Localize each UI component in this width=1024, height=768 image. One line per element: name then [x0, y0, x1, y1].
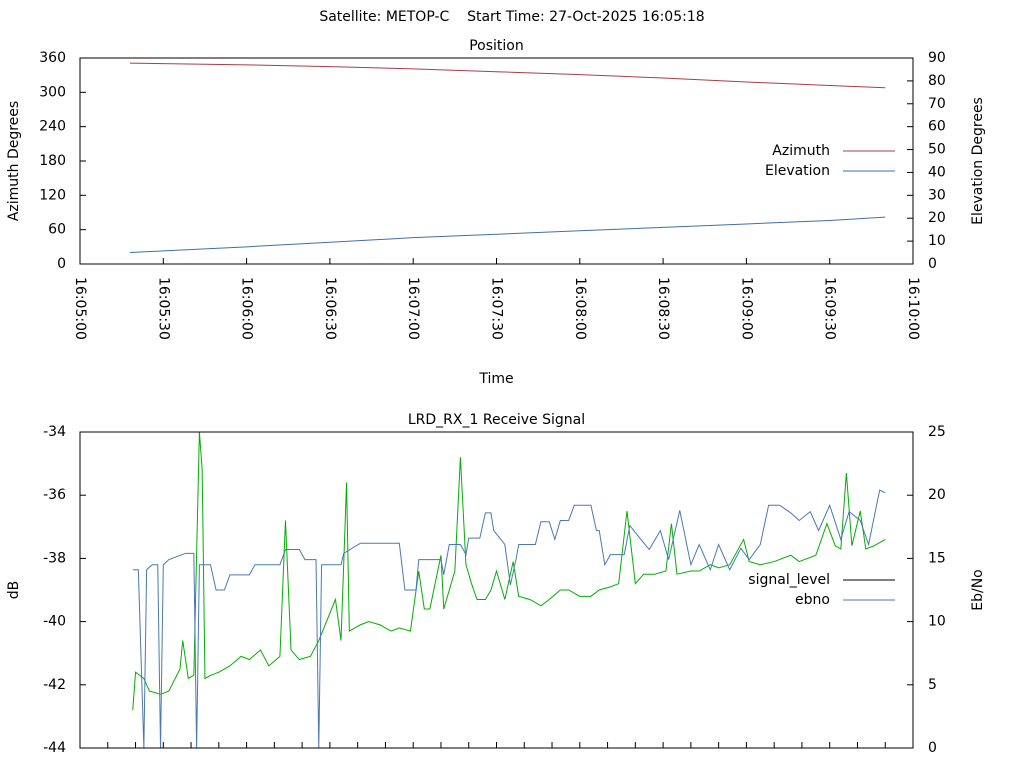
y-tick-label: -34 [43, 424, 66, 440]
y-tick-label: 0 [57, 256, 66, 272]
legend-label: signal_level [748, 572, 830, 588]
legend-label: ebno [795, 592, 830, 608]
y-tick-label: 240 [39, 119, 66, 135]
y2-axis-label: Elevation Degrees [970, 97, 986, 225]
y2-tick-label: 10 [928, 614, 946, 630]
x-tick-label: 16:10:00 [905, 277, 921, 340]
x-tick-label: 16:05:00 [72, 277, 88, 340]
y-axis-label: Azimuth Degrees [6, 101, 22, 221]
series-line [132, 489, 886, 749]
y-tick-label: 300 [39, 84, 66, 100]
subplot-title: Position [469, 38, 524, 54]
y2-tick-label: 70 [928, 96, 946, 112]
y-tick-label: -40 [43, 614, 66, 630]
x-tick-label: 16:09:30 [822, 277, 838, 340]
x-tick-label: 16:08:30 [655, 277, 671, 340]
y2-tick-label: 15 [928, 550, 946, 566]
subplot-title: LRD_RX_1 Receive Signal [408, 412, 585, 428]
x-axis-label: Time [478, 371, 513, 387]
x-tick-label: 16:06:00 [239, 277, 255, 340]
legend-label: Elevation [765, 163, 830, 179]
y2-tick-label: 0 [928, 740, 937, 756]
y2-tick-label: 5 [928, 677, 937, 693]
legend-label: Azimuth [772, 143, 830, 159]
y-tick-label: 120 [39, 187, 66, 203]
series-line [132, 431, 886, 711]
y2-tick-label: 20 [928, 210, 946, 226]
y-tick-label: 360 [39, 50, 66, 66]
y2-tick-label: 50 [928, 142, 946, 158]
y-tick-label: 180 [39, 153, 66, 169]
y2-tick-label: 10 [928, 233, 946, 249]
page-title: Satellite: METOP-C Start Time: 27-Oct-20… [319, 9, 704, 25]
x-tick-label: 16:07:30 [489, 277, 505, 340]
series-line [129, 216, 886, 254]
y2-axis-label: Eb/No [970, 569, 986, 611]
y2-tick-label: 30 [928, 187, 946, 203]
y-tick-label: -36 [43, 487, 66, 503]
y2-tick-label: 60 [928, 119, 946, 135]
y2-tick-label: 90 [928, 50, 946, 66]
y2-tick-label: 20 [928, 487, 946, 503]
y-tick-label: -44 [43, 740, 66, 756]
x-tick-label: 16:05:30 [155, 277, 171, 340]
y2-tick-label: 0 [928, 256, 937, 272]
y-tick-label: 60 [48, 222, 66, 238]
y2-tick-label: 25 [928, 424, 946, 440]
plot-border [79, 57, 914, 265]
y-axis-label: dB [6, 581, 22, 600]
y-tick-label: -42 [43, 677, 66, 693]
y2-tick-label: 40 [928, 164, 946, 180]
x-tick-label: 16:08:00 [572, 277, 588, 340]
x-tick-label: 16:07:00 [405, 277, 421, 340]
y-tick-label: -38 [43, 550, 66, 566]
y2-tick-label: 80 [928, 73, 946, 89]
x-tick-label: 16:09:00 [738, 277, 754, 340]
plot-border [79, 431, 914, 749]
x-tick-label: 16:06:30 [322, 277, 338, 340]
series-line [129, 62, 886, 89]
